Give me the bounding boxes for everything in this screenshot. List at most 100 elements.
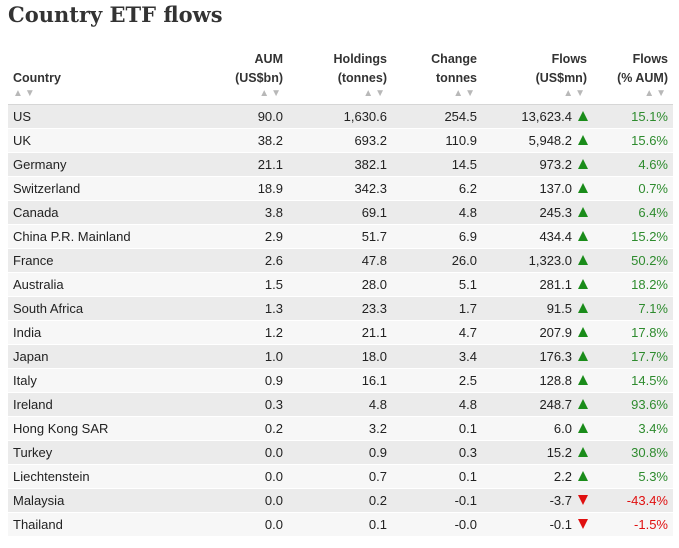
flows-value: 281.1: [539, 276, 572, 292]
table-row: France 2.6 47.8 26.0 1,323.0 50.2%: [8, 248, 673, 273]
cell-flows: 6.0: [482, 416, 592, 441]
column-header-label: Flows: [632, 51, 668, 66]
triangle-up-icon: [578, 159, 588, 170]
table-row: Thailand 0.0 0.1 -0.0 -0.1 -1.5%: [8, 512, 673, 537]
cell-flows-pct: 14.5%: [592, 368, 673, 393]
cell-flows-pct: 4.6%: [592, 152, 673, 177]
sort-arrows-icon[interactable]: ▲▼: [259, 87, 283, 99]
sort-arrows-icon[interactable]: ▲▼: [363, 87, 387, 99]
cell-aum: 3.8: [184, 200, 288, 225]
table-row: South Africa 1.3 23.3 1.7 91.5 7.1%: [8, 296, 673, 321]
column-header-country[interactable]: Country ▲▼: [8, 42, 184, 104]
cell-country: Australia: [8, 272, 184, 297]
cell-holdings: 23.3: [288, 296, 392, 321]
cell-flows-pct: 15.1%: [592, 104, 673, 129]
cell-holdings: 28.0: [288, 272, 392, 297]
cell-flows: -0.1: [482, 512, 592, 537]
cell-change: 6.2: [392, 176, 482, 201]
column-header-holdings[interactable]: Holdings (tonnes) ▲▼: [288, 42, 392, 104]
table-row: India 1.2 21.1 4.7 207.9 17.8%: [8, 320, 673, 345]
cell-flows: 434.4: [482, 224, 592, 249]
cell-aum: 90.0: [184, 104, 288, 129]
cell-aum: 0.0: [184, 488, 288, 513]
cell-holdings: 47.8: [288, 248, 392, 273]
cell-holdings: 693.2: [288, 128, 392, 153]
cell-country: UK: [8, 128, 184, 153]
cell-flows-pct: 15.6%: [592, 128, 673, 153]
cell-flows-pct: 7.1%: [592, 296, 673, 321]
column-header-unit: (US$bn): [235, 70, 283, 85]
flows-value: 2.2: [553, 468, 572, 484]
cell-flows-pct: 30.8%: [592, 440, 673, 465]
flows-value: 91.5: [546, 300, 572, 316]
flows-value: 207.9: [539, 324, 572, 340]
cell-change: 1.7: [392, 296, 482, 321]
cell-change: 5.1: [392, 272, 482, 297]
cell-aum: 0.0: [184, 440, 288, 465]
cell-country: Turkey: [8, 440, 184, 465]
column-header-label: Flows: [551, 51, 587, 66]
cell-country: Japan: [8, 344, 184, 369]
column-header-flows-usd[interactable]: Flows (US$mn) ▲▼: [482, 42, 592, 104]
triangle-up-icon: [578, 471, 588, 482]
triangle-up-icon: [578, 351, 588, 362]
cell-flows-pct: 3.4%: [592, 416, 673, 441]
cell-aum: 0.3: [184, 392, 288, 417]
cell-change: -0.1: [392, 488, 482, 513]
sort-arrows-icon[interactable]: ▲▼: [453, 87, 477, 99]
cell-flows-pct: 93.6%: [592, 392, 673, 417]
cell-change: 254.5: [392, 104, 482, 129]
triangle-up-icon: [578, 423, 588, 434]
cell-aum: 21.1: [184, 152, 288, 177]
sort-arrows-icon[interactable]: ▲▼: [13, 87, 37, 99]
cell-change: 3.4: [392, 344, 482, 369]
cell-aum: 0.0: [184, 464, 288, 489]
flows-value: 1,323.0: [528, 252, 572, 268]
cell-aum: 1.0: [184, 344, 288, 369]
flows-value: 128.8: [539, 372, 572, 388]
cell-holdings: 16.1: [288, 368, 392, 393]
cell-change: 26.0: [392, 248, 482, 273]
cell-flows: 176.3: [482, 344, 592, 369]
cell-flows-pct: 6.4%: [592, 200, 673, 225]
flows-value: 6.0: [553, 420, 572, 436]
cell-change: 0.1: [392, 416, 482, 441]
cell-change: 0.1: [392, 464, 482, 489]
cell-flows: 2.2: [482, 464, 592, 489]
cell-change: 0.3: [392, 440, 482, 465]
flows-value: 15.2: [546, 444, 572, 460]
cell-country: Italy: [8, 368, 184, 393]
cell-flows: -3.7: [482, 488, 592, 513]
sort-arrows-icon[interactable]: ▲▼: [644, 87, 668, 99]
flows-value: 245.3: [539, 204, 572, 220]
sort-arrows-icon[interactable]: ▲▼: [563, 87, 587, 99]
column-header-aum[interactable]: AUM (US$bn) ▲▼: [184, 42, 288, 104]
cell-country: India: [8, 320, 184, 345]
column-header-label: AUM: [254, 51, 283, 66]
triangle-up-icon: [578, 255, 588, 266]
table-row: US 90.0 1,630.6 254.5 13,623.4 15.1%: [8, 104, 673, 129]
cell-change: 4.8: [392, 200, 482, 225]
triangle-up-icon: [578, 303, 588, 314]
column-header-unit: (% AUM): [617, 70, 668, 85]
column-header-unit: (US$mn): [535, 70, 587, 85]
flows-value: -3.7: [549, 492, 572, 508]
cell-country: China P.R. Mainland: [8, 224, 184, 249]
cell-aum: 2.6: [184, 248, 288, 273]
table-row: China P.R. Mainland 2.9 51.7 6.9 434.4 15.2%: [8, 224, 673, 249]
cell-flows-pct: -1.5%: [592, 512, 673, 537]
table-row: Switzerland 18.9 342.3 6.2 137.0 0.7%: [8, 176, 673, 201]
cell-country: Hong Kong SAR: [8, 416, 184, 441]
cell-country: Switzerland: [8, 176, 184, 201]
cell-aum: 18.9: [184, 176, 288, 201]
cell-holdings: 0.9: [288, 440, 392, 465]
cell-change: 14.5: [392, 152, 482, 177]
column-header-flows-pct[interactable]: Flows (% AUM) ▲▼: [592, 42, 673, 104]
column-header-change[interactable]: Change tonnes ▲▼: [392, 42, 482, 104]
column-header-unit: (tonnes): [337, 70, 387, 85]
cell-country: South Africa: [8, 296, 184, 321]
triangle-up-icon: [578, 111, 588, 122]
etf-flows-table-container: Country ▲▼ AUM (US$bn) ▲▼ Holdings (tonn…: [8, 42, 673, 537]
triangle-up-icon: [578, 135, 588, 146]
cell-flows: 137.0: [482, 176, 592, 201]
